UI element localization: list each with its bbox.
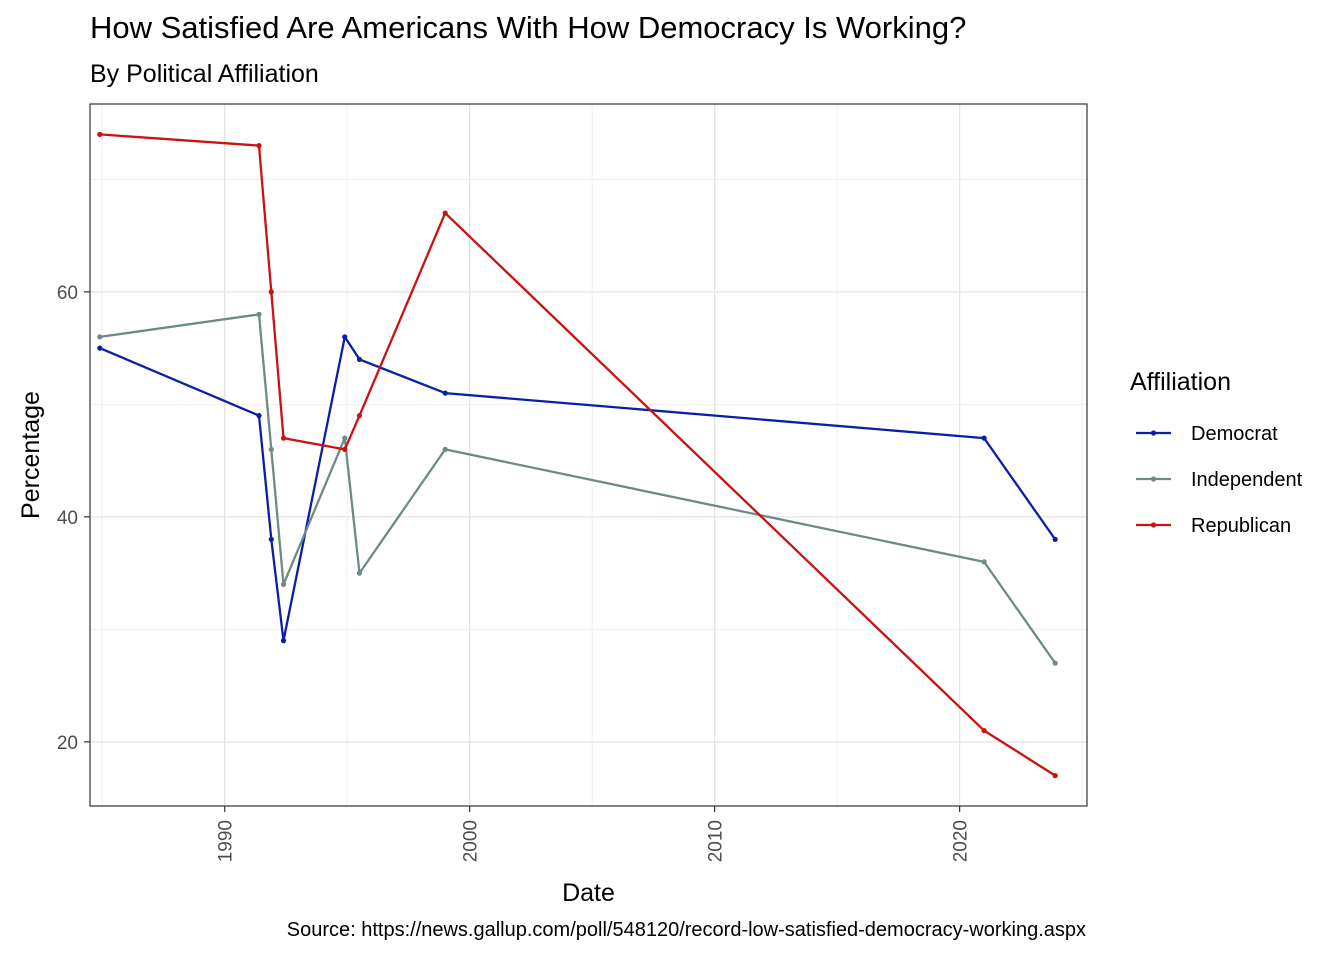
independent-point [97, 334, 103, 340]
independent-point [268, 446, 274, 452]
independent-point [256, 311, 262, 317]
legend-label: Republican [1191, 515, 1291, 537]
legend-label: Independent [1191, 469, 1303, 491]
plot-panel-border [89, 103, 1088, 807]
y-axis-title: Percentage [17, 391, 45, 519]
y-tick-label: 40 [57, 508, 78, 529]
republican-point [280, 435, 287, 441]
legend: Affiliation Democrat Independent Republican [1130, 368, 1303, 537]
republican-point [356, 413, 363, 419]
democrat-point [342, 334, 348, 340]
democrat-point [356, 356, 363, 362]
legend-item-republican: Republican [1136, 515, 1291, 537]
y-tick-label: 20 [57, 733, 78, 754]
x-axis-title: Date [562, 879, 615, 907]
democrat-point [981, 435, 987, 441]
x-tick-label: 2020 [951, 820, 972, 862]
series-independent [97, 311, 1058, 666]
democrat-point [268, 536, 274, 542]
republican-point [442, 210, 448, 216]
legend-title: Affiliation [1130, 368, 1231, 396]
gridlines [90, 104, 1087, 806]
democrat-point [280, 638, 287, 644]
independent-point [280, 581, 287, 587]
x-tick-label: 1990 [216, 820, 237, 862]
independent-point [442, 446, 448, 452]
legend-key-point [1150, 522, 1157, 528]
independent-point [981, 559, 987, 565]
democrat-point [442, 390, 448, 396]
republican-line [99, 133, 1056, 777]
republican-point [1052, 773, 1058, 779]
republican-point [981, 728, 987, 734]
legend-item-independent: Independent [1136, 469, 1303, 491]
republican-point [268, 289, 274, 295]
independent-point [356, 570, 363, 576]
legend-item-democrat: Democrat [1136, 423, 1278, 445]
democrat-point [97, 345, 103, 351]
series-republican [97, 131, 1058, 779]
axes: 20 40 60 1990 2000 2010 2020 [57, 283, 972, 862]
independent-point [342, 435, 348, 441]
chart-title: How Satisfied Are Americans With How Dem… [90, 10, 967, 45]
legend-key-point [1150, 476, 1157, 482]
chart-subtitle: By Political Affiliation [90, 60, 319, 88]
democrat-point [1052, 536, 1058, 542]
x-tick-label: 2000 [461, 820, 482, 862]
series-democrat [97, 334, 1058, 644]
source-caption: Source: https://news.gallup.com/poll/548… [286, 919, 1086, 941]
democrat-point [256, 413, 262, 419]
republican-point [342, 446, 348, 452]
legend-key-point [1150, 430, 1157, 436]
y-tick-label: 60 [57, 283, 78, 304]
independent-line [99, 313, 1057, 664]
republican-point [97, 131, 103, 137]
democrat-line [99, 335, 1057, 642]
x-tick-label: 2010 [706, 820, 727, 862]
independent-point [1052, 660, 1058, 666]
republican-point [256, 143, 262, 149]
series-lines [97, 131, 1058, 779]
legend-label: Democrat [1191, 423, 1278, 445]
